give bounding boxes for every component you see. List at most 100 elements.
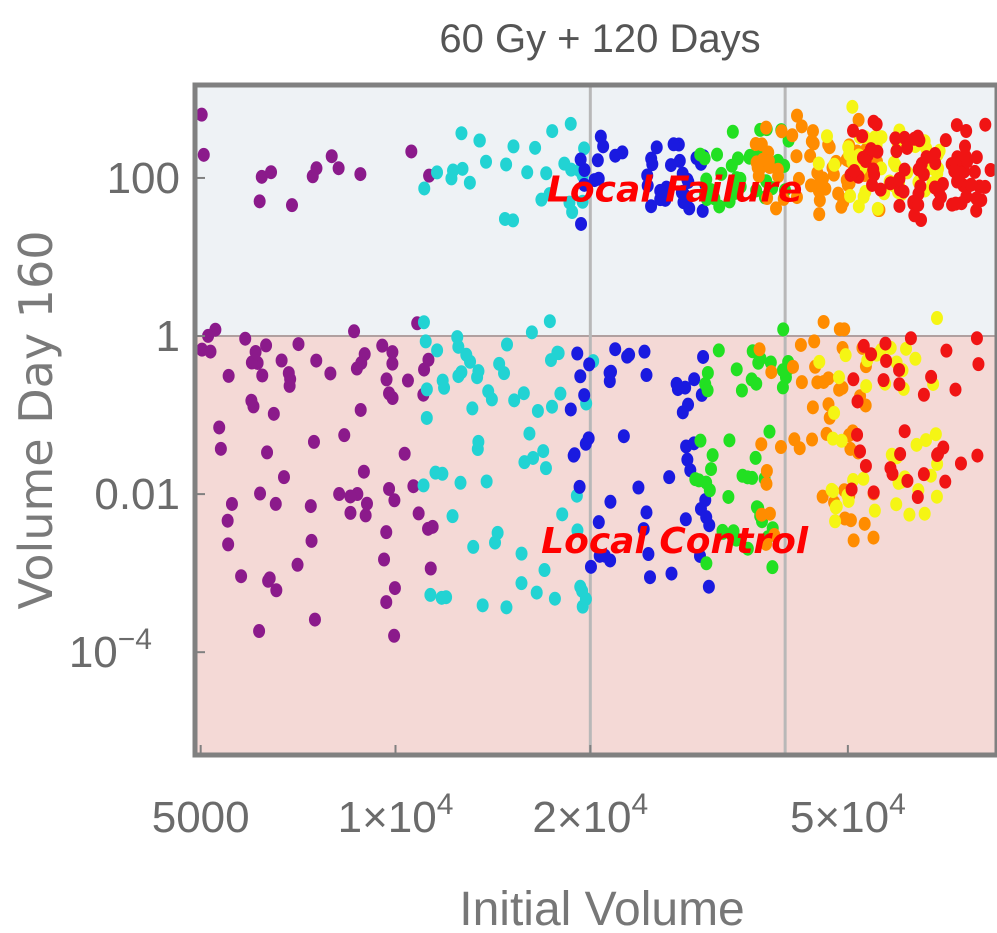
data-point — [859, 154, 872, 169]
data-point — [239, 331, 252, 346]
data-point — [592, 515, 605, 530]
data-point — [804, 148, 817, 163]
data-point — [460, 347, 473, 362]
data-point — [604, 494, 617, 509]
data-point — [665, 566, 678, 581]
data-point — [679, 512, 692, 527]
data-point — [867, 114, 880, 129]
data-point — [249, 344, 262, 359]
data-point — [830, 499, 843, 514]
data-point — [828, 405, 841, 420]
data-point — [836, 380, 849, 395]
data-point — [473, 133, 486, 148]
data-point — [253, 194, 266, 209]
data-point — [359, 508, 372, 523]
data-point — [867, 530, 880, 545]
data-point — [530, 585, 543, 600]
data-point — [641, 178, 654, 193]
data-point — [308, 612, 321, 627]
data-point — [265, 165, 278, 180]
data-point — [806, 124, 819, 139]
data-point — [688, 372, 701, 387]
data-point — [683, 201, 696, 216]
data-point — [531, 403, 544, 418]
data-point — [917, 467, 930, 482]
data-point — [354, 402, 367, 417]
data-point — [950, 118, 963, 133]
data-point — [213, 420, 226, 435]
data-point — [467, 539, 480, 554]
data-point — [808, 334, 821, 349]
data-point — [267, 406, 280, 421]
data-point — [646, 157, 659, 172]
data-point — [283, 378, 296, 393]
x-tick-label: 5000 — [152, 793, 250, 842]
annotation-local-control: Local Control — [541, 521, 809, 562]
data-point — [776, 363, 789, 378]
data-point — [726, 124, 739, 139]
data-point — [422, 521, 435, 536]
data-point — [380, 372, 393, 387]
data-point — [752, 355, 765, 370]
data-point — [914, 179, 927, 194]
data-point — [877, 373, 890, 388]
data-point — [508, 393, 521, 408]
data-point — [860, 379, 873, 394]
data-point — [970, 191, 983, 206]
data-point — [507, 139, 520, 154]
data-point — [910, 437, 923, 452]
data-point — [500, 600, 513, 615]
data-point — [960, 124, 973, 139]
data-point — [911, 490, 924, 505]
data-point — [931, 448, 944, 463]
data-point — [568, 447, 581, 462]
data-point — [455, 126, 468, 141]
data-point — [706, 448, 719, 463]
data-point — [859, 458, 872, 473]
data-point — [835, 433, 848, 448]
data-point — [261, 445, 274, 460]
data-point — [650, 140, 663, 155]
data-point — [979, 117, 992, 132]
data-point — [776, 380, 789, 395]
data-point — [222, 537, 235, 552]
data-point — [965, 177, 978, 192]
data-point — [753, 342, 766, 357]
data-point — [262, 573, 275, 588]
data-point — [380, 595, 393, 610]
data-point — [667, 137, 680, 152]
data-point — [694, 433, 707, 448]
data-point — [893, 198, 906, 213]
data-point — [578, 141, 591, 156]
data-point — [412, 506, 425, 521]
data-point — [388, 493, 401, 508]
data-point — [766, 560, 779, 575]
data-point — [333, 487, 346, 502]
data-point — [968, 164, 981, 179]
data-point — [702, 182, 715, 197]
data-point — [820, 129, 833, 144]
data-point — [452, 369, 465, 384]
x-tick-label: 5×104 — [790, 788, 906, 842]
data-point — [540, 166, 553, 181]
data-point — [874, 182, 887, 197]
data-point — [844, 513, 857, 528]
data-point — [386, 356, 399, 371]
data-point — [848, 163, 861, 178]
data-point — [480, 154, 493, 169]
data-point — [730, 532, 743, 547]
data-point — [245, 355, 258, 370]
data-point — [948, 163, 961, 178]
data-point — [388, 581, 401, 596]
data-point — [498, 211, 511, 226]
data-point — [529, 140, 542, 155]
data-point — [813, 207, 826, 222]
data-point — [890, 144, 903, 159]
data-point — [786, 128, 799, 143]
data-point — [917, 387, 930, 402]
data-point — [579, 592, 592, 607]
data-point — [897, 184, 910, 199]
data-point — [775, 124, 788, 139]
data-point — [405, 144, 418, 159]
data-point — [918, 506, 931, 521]
